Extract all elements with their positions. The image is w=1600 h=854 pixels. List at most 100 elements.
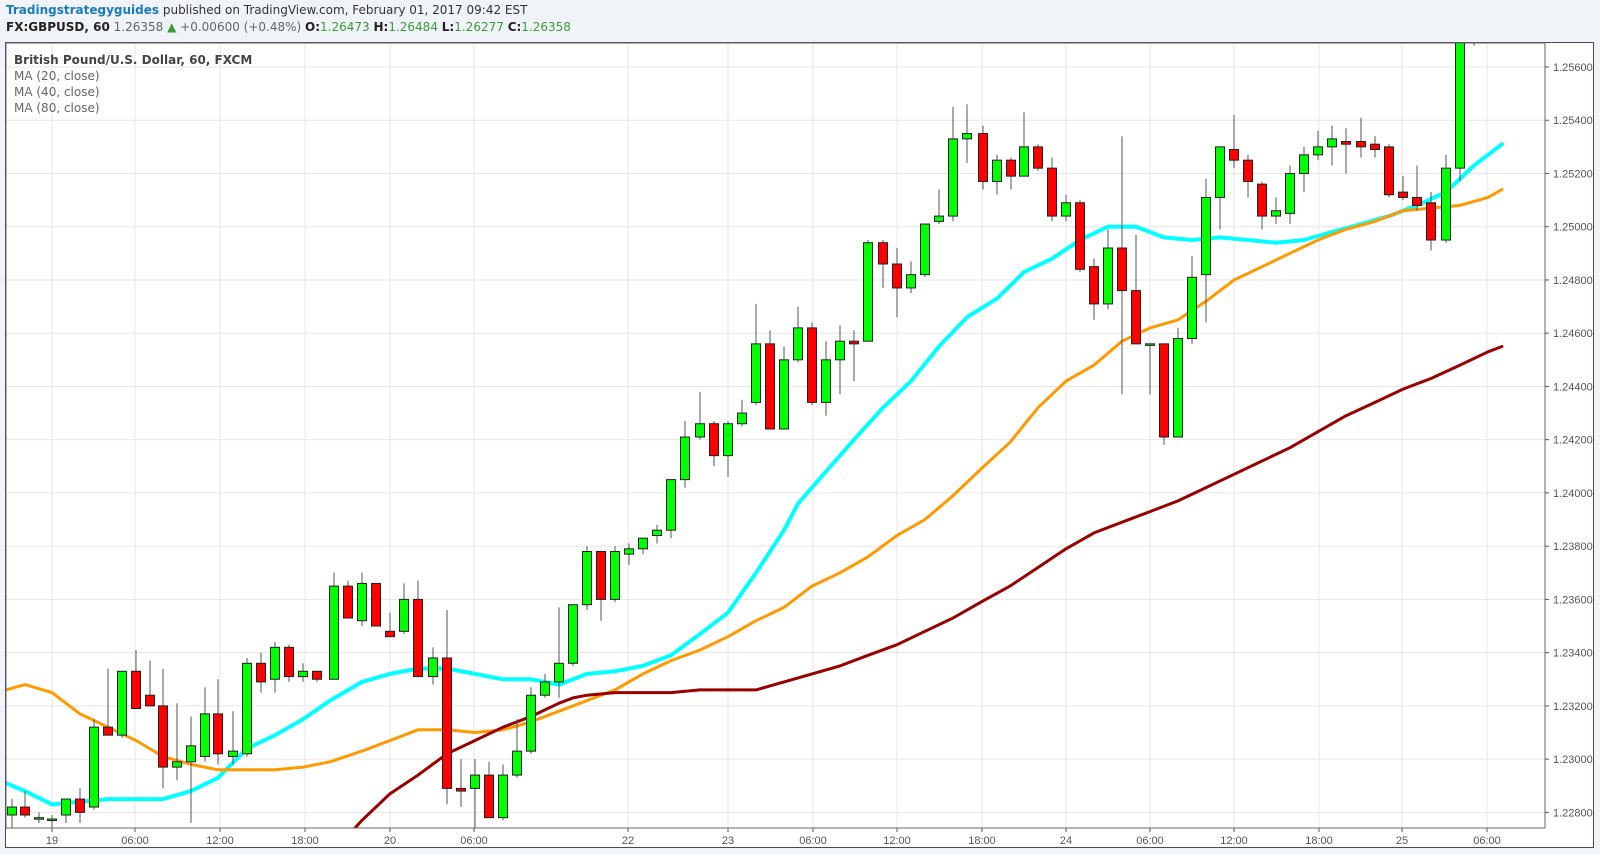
candle-up: [624, 548, 634, 555]
candle-up: [652, 529, 662, 537]
open-label: O:: [305, 20, 321, 34]
plot-frame: [5, 42, 1546, 829]
x-axis-label: 06:00: [460, 835, 488, 847]
candle-down: [75, 798, 85, 813]
candle-up: [863, 242, 873, 342]
candle-down: [1384, 146, 1394, 196]
low-label: L:: [441, 20, 455, 34]
candle-up: [298, 670, 308, 678]
candle-down: [442, 657, 452, 789]
candle-down: [158, 705, 168, 768]
x-axis-label: 06:00: [121, 835, 149, 847]
chart-panel[interactable]: [5, 42, 1594, 848]
author-link[interactable]: Tradingstrategyguides: [6, 3, 160, 17]
close-value: 1.26358: [521, 20, 571, 34]
x-axis-label: 18:00: [291, 835, 319, 847]
candle-down: [1356, 141, 1366, 148]
candle-down: [1426, 202, 1436, 241]
candle-up: [1299, 154, 1309, 174]
y-axis-label: 1.23400: [1553, 648, 1593, 660]
x-axis-label: 18:00: [1305, 835, 1333, 847]
x-axis-label: 12:00: [1220, 835, 1248, 847]
y-axis-label: 1.23200: [1553, 701, 1593, 713]
legend-ma40[interactable]: MA (40, close): [14, 85, 100, 99]
candle-up: [737, 412, 747, 425]
candle-up: [906, 274, 916, 289]
candle-down: [256, 662, 266, 683]
candle-up: [540, 681, 550, 696]
candle-up: [666, 479, 676, 531]
candle-down: [312, 670, 322, 680]
candle-down: [456, 787, 466, 792]
y-axis-label: 1.22800: [1553, 807, 1593, 819]
candle-down: [1033, 146, 1043, 169]
candle-up: [992, 159, 1002, 182]
candle-down: [371, 582, 381, 627]
candle-down: [20, 806, 30, 816]
candle-up: [821, 359, 831, 403]
candle-up: [399, 598, 409, 632]
legend-ma20[interactable]: MA (20, close): [14, 69, 100, 83]
candle-up: [470, 774, 480, 789]
x-axis-label: 24: [1060, 835, 1072, 847]
candle-down: [1243, 159, 1253, 182]
candle-up: [1103, 247, 1113, 305]
last-price: 1.26358: [113, 20, 164, 34]
symbol: FX:GBPUSD, 60: [6, 20, 110, 34]
candle-down: [1047, 167, 1057, 217]
candle-up: [1173, 338, 1183, 438]
candle-up: [680, 436, 690, 481]
candle-down: [1229, 149, 1239, 161]
y-axis-label: 1.24600: [1553, 328, 1593, 340]
candle-up: [948, 138, 958, 217]
candle-up: [779, 359, 789, 430]
x-axis-label: 19: [46, 835, 58, 847]
low-value: 1.26277: [454, 20, 504, 34]
x-axis-label: 06:00: [1136, 835, 1164, 847]
legend-title: British Pound/U.S. Dollar, 60, FXCM: [14, 53, 253, 67]
close-label: C:: [507, 20, 522, 34]
y-axis-label: 1.25200: [1553, 168, 1593, 180]
candle-up: [61, 798, 71, 816]
candle-up: [526, 694, 536, 752]
x-axis-label: 12:00: [883, 835, 911, 847]
candle-up: [89, 726, 99, 808]
price-change: +0.00600 (+0.48%): [180, 20, 302, 34]
high-label: H:: [373, 20, 389, 34]
candle-up: [428, 657, 438, 678]
candle-up: [582, 550, 592, 606]
publisher-line: Tradingstrategyguides published on Tradi…: [6, 3, 527, 17]
y-axis-label: 1.24000: [1553, 488, 1593, 500]
candle-up: [962, 133, 972, 140]
moving-average-line: [6, 188, 1504, 772]
candle-up: [751, 343, 761, 403]
moving-average-line: [6, 142, 1504, 807]
candle-up: [1470, 40, 1479, 42]
candle-up: [723, 423, 733, 457]
candle-down: [1117, 247, 1127, 292]
legend-ma80[interactable]: MA (80, close): [14, 101, 100, 115]
x-axis-label: 18:00: [968, 835, 996, 847]
y-axis-label: 1.24200: [1553, 435, 1593, 447]
candle-down: [878, 242, 888, 265]
candle-up: [554, 662, 564, 683]
candle-up: [1215, 146, 1225, 198]
x-axis-label: 22: [622, 835, 634, 847]
candle-up: [1019, 146, 1029, 177]
candle-down: [892, 263, 902, 289]
candle-up: [1455, 43, 1465, 169]
candle-down: [596, 550, 606, 600]
candle-down: [1089, 266, 1099, 305]
candle-down: [849, 340, 859, 345]
candle-up: [1484, 40, 1493, 42]
chart-legend: British Pound/U.S. Dollar, 60, FXCM MA (…: [14, 52, 252, 116]
candle-down: [413, 598, 423, 678]
candle-up: [1061, 202, 1071, 217]
y-axis-label: 1.25000: [1553, 222, 1593, 234]
symbol-line: FX:GBPUSD, 60 1.26358 ▲ +0.00600 (+0.48%…: [6, 20, 571, 34]
candle-down: [385, 630, 395, 638]
candle-down: [978, 133, 988, 182]
y-axis-label: 1.23800: [1553, 541, 1593, 553]
candle-down: [103, 726, 113, 736]
